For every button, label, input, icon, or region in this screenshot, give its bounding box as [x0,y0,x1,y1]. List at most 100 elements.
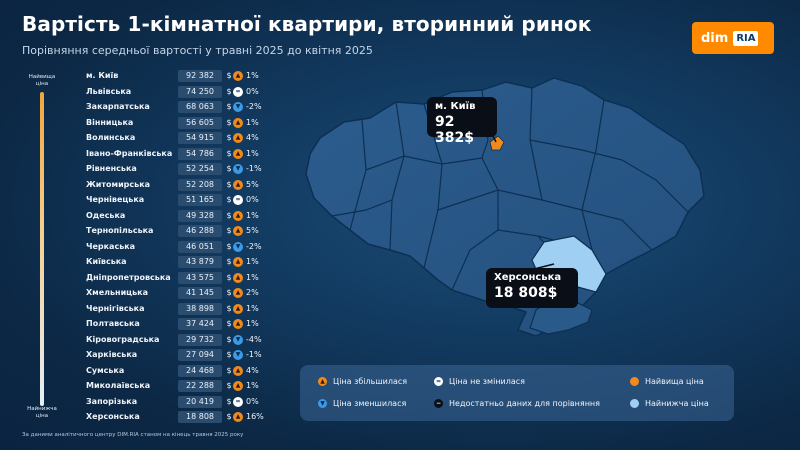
price-change: 1% [246,381,259,390]
region-name: Тернопільська [86,226,154,235]
region-name: Запорізька [86,396,138,406]
region-price: 46 288 [178,225,222,237]
region-price: 24 468 [178,364,222,377]
trend-up-icon: ▲ [233,412,243,422]
region-name: Харківська [86,350,138,359]
legend-label-na: Недостатньо даних для порівняння [449,399,600,408]
lowest-price-dot-icon [630,399,639,408]
region-name: Сумська [86,365,125,375]
table-row: Івано-Франківська 54 786 $ ▲ 1% [86,147,286,163]
trend-up-icon: ▲ [233,381,243,391]
legend-label-up: Ціна збільшилася [333,377,408,386]
trend-up-icon: ▲ [233,257,243,267]
currency-label: $ [226,226,232,235]
legend-label-down: Ціна зменшилася [333,399,407,408]
legend-label-same: Ціна не змінилася [449,377,525,386]
price-change: -1% [246,164,262,173]
price-change: 1% [246,319,259,328]
region-name: Миколаївська [86,381,151,390]
table-row: Черкаська 46 051 $ ▼ -2% [86,240,286,256]
currency-label: $ [226,133,232,142]
region-price: 37 424 [178,318,222,330]
region-price: 29 732 [178,333,222,346]
trend-up-icon: ▲ [233,71,243,81]
price-change: -2% [246,241,262,251]
region-name: Одеська [86,210,126,220]
price-change: 5% [246,226,259,235]
table-row: Дніпропетровська 43 575 $ ▲ 1% [86,271,286,287]
map-legend: ▲ Ціна збільшилася = Ціна не змінилася Н… [300,365,734,421]
kherson-callout-city: Херсонська [494,272,562,283]
table-row: Київська 43 879 $ ▲ 1% [86,255,286,271]
region-price: 38 898 [178,302,222,315]
table-row: Вінницька 56 605 $ ▲ 1% [86,116,286,132]
currency-label: $ [226,412,232,421]
trend-up-icon: ▲ [233,117,243,128]
region-price: 54 786 [178,147,222,160]
trend-same-icon: = [233,195,243,205]
region-name: Кіровоградська [86,334,160,344]
legend-item-up: ▲ Ціна збільшилася [318,377,407,386]
currency-label: $ [226,195,232,204]
currency-label: $ [226,179,232,189]
region-name: Полтавська [86,319,140,328]
table-row: Кіровоградська 29 732 $ ▼ -4% [86,333,286,349]
region-name: Івано-Франківська [86,148,173,158]
region-name: м. Київ [86,71,119,80]
trend-same-icon: = [233,86,243,97]
kyiv-callout-value: 92 382$ [435,114,474,146]
legend-label-low: Найнижча ціна [645,399,709,408]
price-change: 0% [246,396,259,406]
trend-up-icon: ▲ [233,365,243,376]
kherson-callout: Херсонська 18 808$ [486,268,578,308]
region-name: Хмельницька [86,288,148,297]
trend-down-icon: ▼ [233,334,243,345]
region-name: Київська [86,257,127,266]
region-price: 18 808 [178,411,222,423]
table-row: Одеська 49 328 $ ▲ 1% [86,209,286,225]
table-row: Запорізька 20 419 $ = 0% [86,395,286,411]
arrow-up-icon: ▲ [318,377,327,386]
region-price: 52 208 [178,178,222,191]
legend-item-same: = Ціна не змінилася [434,377,525,386]
region-price: 51 165 [178,194,222,206]
trend-up-icon: ▲ [233,179,243,190]
currency-label: $ [226,381,232,390]
price-change: 2% [246,288,259,297]
currency-label: $ [226,272,232,282]
trend-down-icon: ▼ [233,164,243,174]
highest-price-dot-icon [630,377,639,386]
region-price: 20 419 [178,395,222,408]
region-price: 92 382 [178,70,222,82]
region-price: 68 063 [178,101,222,113]
table-row: Закарпатська 68 063 $ ▼ -2% [86,100,286,116]
table-row: Херсонська 18 808 $ ▲ 16% [86,410,286,426]
currency-label: $ [226,86,232,96]
table-row: м. Київ 92 382 $ ▲ 1% [86,69,286,85]
table-row: Рівненська 52 254 $ ▼ -1% [86,162,286,178]
region-name: Чернігівська [86,303,145,313]
trend-down-icon: ▼ [233,102,243,112]
price-change: 0% [246,86,259,96]
price-change: -1% [246,350,262,359]
table-row: Чернівецька 51 165 $ = 0% [86,193,286,209]
region-name: Дніпропетровська [86,272,171,282]
region-price: 74 250 [178,85,222,98]
scale-top-label: Найвища ціна [28,74,56,87]
currency-label: $ [226,319,232,328]
logo-dim-text: dim [701,30,729,46]
table-row: Житомирська 52 208 $ ▲ 5% [86,178,286,194]
legend-label-high: Найвища ціна [645,377,704,386]
legend-item-low: Найнижча ціна [630,399,709,408]
price-change: 1% [246,210,259,220]
region-name: Закарпатська [86,102,150,111]
legend-item-down: ▼ Ціна зменшилася [318,399,406,408]
source-note: За даними аналітичного центру DIM.RIA ст… [22,432,244,438]
region-price: 56 605 [178,116,222,129]
kyiv-callout: м. Київ 92 382$ [427,97,497,146]
price-change: -4% [246,334,262,344]
price-change: 1% [246,272,259,282]
dim-ria-logo[interactable]: dim RIA [692,22,774,54]
currency-label: $ [226,257,232,266]
region-name: Волинська [86,133,136,142]
